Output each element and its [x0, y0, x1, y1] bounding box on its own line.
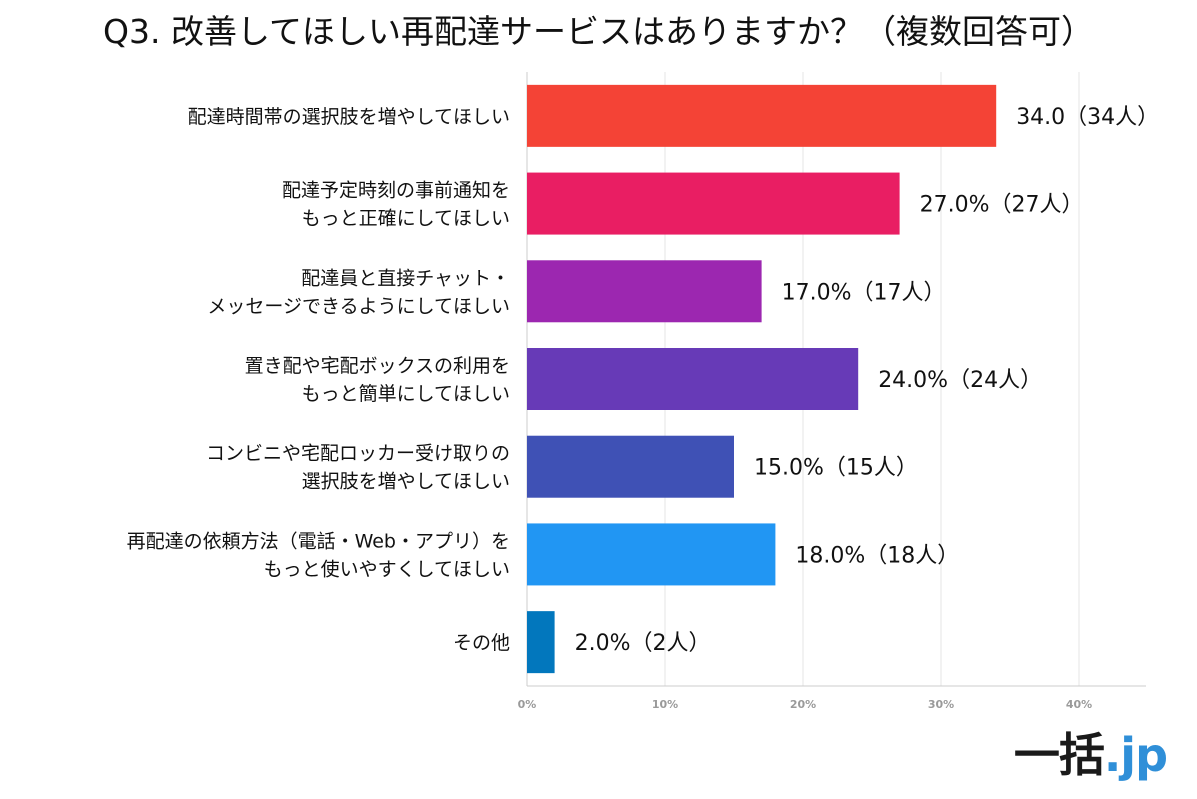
x-tick-label: 10% — [652, 698, 678, 711]
logo-domain-text: .jp — [1103, 728, 1168, 782]
category-label: 配達時間帯の選択肢を増やしてほしい — [188, 106, 510, 128]
value-label: 27.0%（27人） — [920, 193, 1084, 218]
category-label: その他 — [453, 632, 510, 654]
value-label: 34.0（34人） — [1016, 105, 1159, 130]
value-label: 24.0%（24人） — [878, 368, 1042, 393]
bar — [527, 172, 900, 235]
bar-layer — [527, 84, 997, 674]
ikkatsu-logo: 一括.jp — [1013, 719, 1168, 785]
category-label: コンビニや宅配ロッカー受け取りの — [206, 443, 510, 465]
tick-layer: 0% 10% 20% 30% 40% — [518, 698, 1093, 711]
x-tick-label: 30% — [928, 698, 954, 711]
category-label: もっと使いやすくしてほしい — [264, 558, 510, 580]
category-label: もっと簡単にしてほしい — [302, 383, 510, 405]
value-label: 18.0%（18人） — [795, 543, 959, 568]
bar — [527, 84, 997, 147]
bar — [527, 523, 776, 586]
logo-main-text: 一括 — [1013, 728, 1105, 782]
label-layer: 34.0（34人） 配達時間帯の選択肢を増やしてほしい 27.0%（27人） 配達予定… — [127, 105, 1160, 656]
category-label: 選択肢を増やしてほしい — [302, 471, 510, 493]
bar — [527, 260, 762, 323]
bar — [527, 611, 555, 674]
value-label: 2.0%（2人） — [575, 631, 711, 656]
x-tick-label: 20% — [790, 698, 816, 711]
bar — [527, 435, 734, 498]
category-label: 再配達の依頼方法（電話・Web・アプリ）を — [127, 530, 510, 552]
category-label: メッセージできるようにしてほしい — [207, 295, 510, 317]
bar — [527, 348, 859, 410]
category-label: 配達予定時刻の事前通知を — [282, 180, 510, 202]
x-tick-label: 0% — [518, 698, 537, 711]
value-label: 17.0%（17人） — [782, 280, 946, 305]
category-label: 置き配や宅配ボックスの利用を — [245, 355, 510, 377]
category-label: もっと正確にしてほしい — [302, 208, 510, 230]
value-label: 15.0%（15人） — [754, 456, 918, 481]
chart-title: Q3. 改善してほしい再配達サービスはありますか？（複数回答可） — [103, 12, 1094, 51]
x-tick-label: 40% — [1066, 698, 1092, 711]
category-label: 配達員と直接チャット・ — [301, 267, 510, 289]
